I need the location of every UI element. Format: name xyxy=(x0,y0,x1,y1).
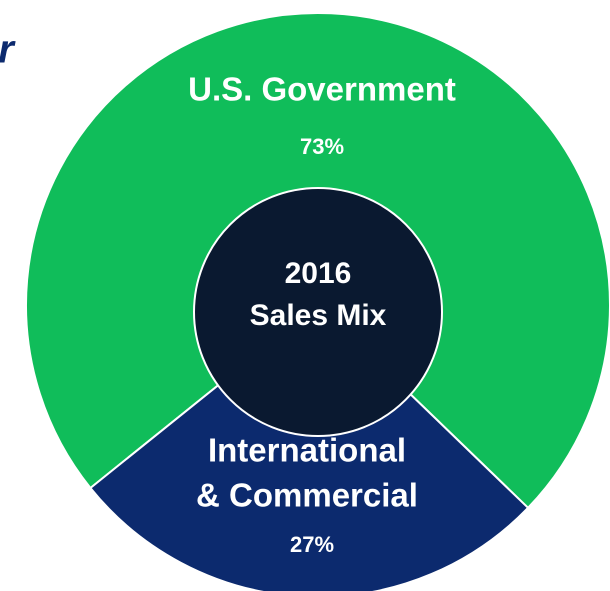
donut-hole xyxy=(193,187,443,437)
value-label: 27% xyxy=(290,532,334,557)
value-label: 73% xyxy=(300,134,344,159)
center-label: 2016 Sales Mix xyxy=(250,257,387,332)
slice-label: U.S. Government xyxy=(188,71,456,108)
donut-slice xyxy=(89,303,530,591)
edge-text: r xyxy=(0,28,16,72)
slice-label: International & Commercial xyxy=(196,431,418,513)
